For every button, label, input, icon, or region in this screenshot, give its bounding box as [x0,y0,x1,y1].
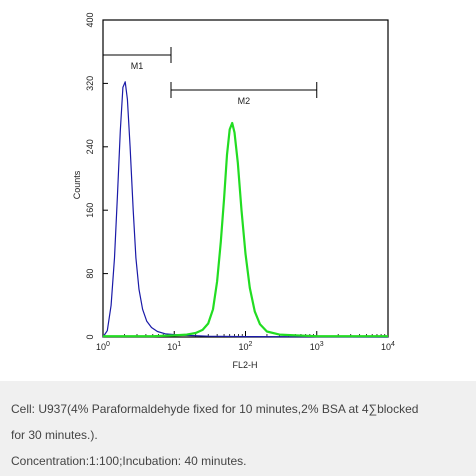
x-tick-label: 101 [167,341,181,352]
caption-line-concentration: Concentration:1:100;Incubation: 40 minut… [11,454,247,468]
y-tick-label: 160 [85,203,95,218]
marker-label: M1 [131,61,144,71]
y-tick-label: 240 [85,139,95,154]
histogram-chart: 0 80 160 240 320 400 100 101 102 103 104 M1 M2 Cou… [59,5,396,370]
marker-m1: M1 [102,47,172,71]
flow-cytometry-figure: 0 80 160 240 320 400 100 101 102 103 104 M1 M2 Cou… [59,5,396,370]
series-layer [102,81,389,338]
caption-line-blocking: for 30 minutes.). [11,428,98,442]
x-tick-label: 104 [381,341,395,352]
y-tick-label: 320 [85,76,95,91]
x-tick-label: 103 [310,341,324,352]
figure-background [59,5,384,370]
y-axis-label: Counts [72,170,82,199]
series-blue-curve [102,81,389,338]
x-tick-label: 100 [96,341,110,352]
marker-label: M2 [238,96,251,106]
marker-layer: M1 M2 [102,47,318,106]
y-tick-label: 80 [85,269,95,279]
caption-line-cell: Cell: U937(4% Paraformaldehyde fixed for… [11,402,419,416]
caption-panel: Cell: U937(4% Paraformaldehyde fixed for… [0,381,476,476]
series-green-curve [103,121,388,338]
marker-m2: M2 [170,82,318,106]
x-axis-label: FL2-H [232,360,257,370]
y-tick-label: 400 [85,12,95,27]
x-tick-label: 102 [239,341,253,352]
y-tick-label: 0 [85,334,95,339]
